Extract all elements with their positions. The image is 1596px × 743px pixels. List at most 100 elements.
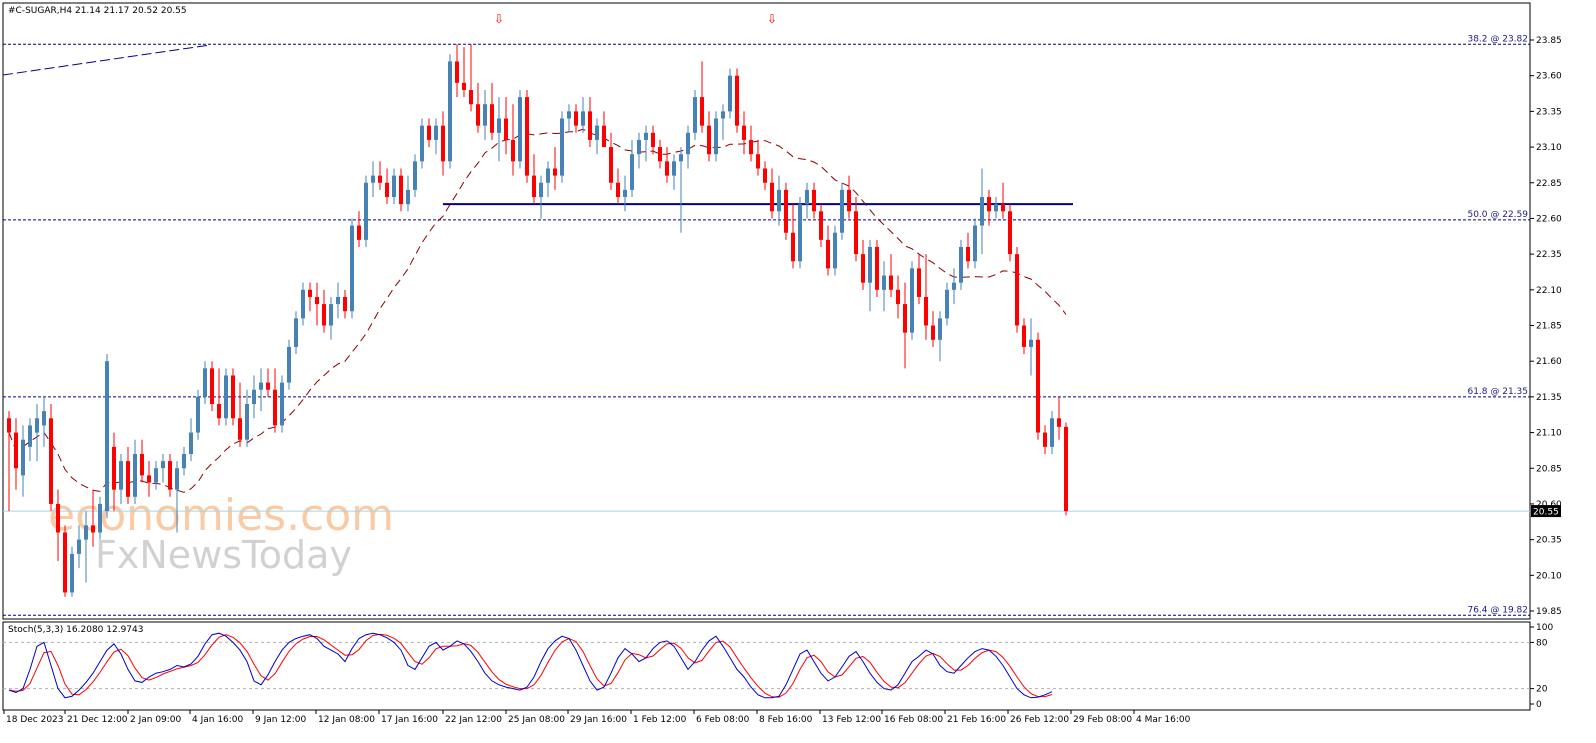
candle-body (896, 289, 900, 305)
time-axis: 18 Dec 2023 21 Dec 12:00 2 Jan 09:00 4 Jan … (3, 710, 1191, 725)
candle (238, 382, 242, 447)
time-tick-label: 26 Feb 12:00 (1010, 715, 1069, 725)
candle-body (798, 204, 802, 262)
candle (672, 154, 676, 190)
candle-body (840, 189, 844, 233)
candle (637, 132, 641, 169)
price-tick-label: 22.35 (1536, 250, 1562, 260)
candle (560, 111, 564, 183)
candle (91, 489, 95, 547)
candle (84, 511, 88, 583)
candle (1001, 182, 1005, 219)
candle-body (672, 161, 676, 176)
candle-body (784, 189, 788, 233)
candle (728, 68, 732, 119)
candle (994, 197, 998, 219)
candle (966, 232, 970, 269)
candle-body (1050, 418, 1054, 447)
candle (497, 97, 501, 162)
time-tick-label: 8 Feb 16:00 (759, 715, 813, 725)
candle (980, 168, 984, 255)
candle (259, 368, 263, 412)
candle-body (413, 161, 417, 190)
candle-body (98, 503, 102, 533)
candle-body (623, 189, 627, 198)
candle-body (581, 111, 585, 126)
candle-body (1043, 432, 1047, 447)
candle (525, 89, 529, 183)
time-tick-label: 21 Feb 16:00 (947, 715, 1006, 725)
candle (448, 54, 452, 169)
candle-body (700, 97, 704, 126)
candle (189, 418, 193, 462)
candle (749, 125, 753, 162)
candle-body (707, 125, 711, 155)
candle-body (854, 211, 858, 255)
candle-body (945, 289, 949, 319)
price-tick-label: 21.60 (1536, 357, 1562, 367)
stoch-tick-label: 80 (1536, 638, 1548, 648)
time-tick-label: 4 Jan 16:00 (192, 715, 244, 725)
candle-body (532, 175, 536, 198)
candle-body (238, 418, 242, 440)
candle (147, 461, 151, 497)
candle (154, 461, 158, 490)
fibo-label: 61.8 @ 21.35 (1467, 387, 1528, 397)
candle-body (595, 125, 599, 140)
candle (686, 125, 690, 169)
candle-body (574, 111, 578, 126)
candle (70, 546, 74, 597)
candle (1057, 396, 1061, 440)
candle-body (693, 97, 697, 133)
candle (1008, 204, 1012, 262)
candle (469, 44, 473, 112)
stochastic-oscillator: 100 80 20 0 (3, 623, 1553, 710)
peak-marker-icon: ⇩ (494, 12, 504, 26)
candle (756, 139, 760, 176)
candle-body (553, 168, 557, 176)
candle (819, 204, 823, 247)
candle-body (427, 125, 431, 140)
candle-body (560, 118, 564, 176)
candle (693, 89, 697, 140)
time-tick-label: 2 Jan 09:00 (130, 715, 182, 725)
candle-body (721, 111, 725, 119)
candle (385, 168, 389, 205)
candle (196, 389, 200, 440)
candle (217, 368, 221, 426)
candle-body (735, 75, 739, 126)
time-tick-label: 22 Jan 12:00 (445, 715, 502, 725)
current-price-label: 20.55 (1533, 508, 1559, 518)
stoch-plot-frame (2, 621, 1531, 711)
candle-body (917, 268, 921, 297)
candle-body (630, 154, 634, 190)
candle (896, 275, 900, 319)
candle-body (819, 211, 823, 240)
candle (266, 368, 270, 397)
time-tick-label: 21 Dec 12:00 (67, 715, 128, 725)
candle-body (868, 246, 872, 283)
price-tick-label: 19.85 (1536, 607, 1562, 617)
candle (203, 361, 207, 405)
candle (588, 97, 592, 148)
candle-body (1015, 254, 1019, 326)
candle-body (147, 475, 151, 483)
candle-body (357, 225, 361, 240)
candle-body (959, 246, 963, 283)
candle (105, 354, 109, 519)
candle (273, 368, 277, 433)
candle (777, 175, 781, 226)
candle (490, 82, 494, 140)
candle-body (987, 197, 991, 212)
candle (1015, 246, 1019, 333)
price-tick-label: 23.35 (1536, 107, 1562, 117)
candle-body (609, 147, 613, 183)
candle (784, 182, 788, 240)
candle (329, 296, 333, 340)
price-axis: 23.85 23.60 23.35 23.10 22.85 22.60 22.35 22.10… (1530, 36, 1562, 617)
candle (1050, 411, 1054, 454)
price-tick-label: 20.85 (1536, 464, 1562, 474)
candle (945, 282, 949, 326)
candle-body (434, 125, 438, 140)
